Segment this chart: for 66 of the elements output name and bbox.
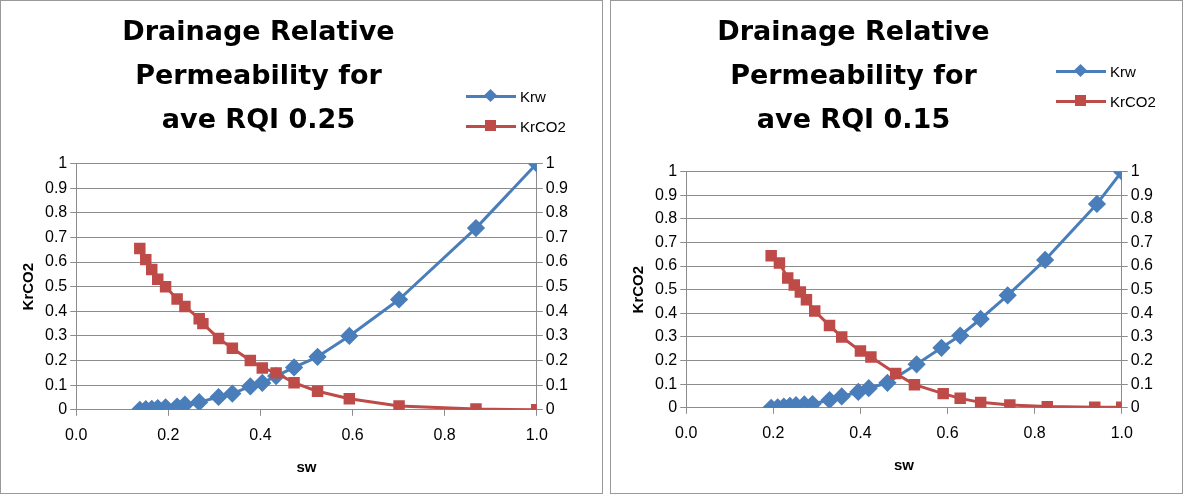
y2-tick-label: 0.9 — [1130, 185, 1154, 203]
x-tick-label: 0.4 — [849, 423, 872, 441]
x-tick-label: 0.4 — [249, 425, 272, 443]
x-axis-title: sw — [296, 458, 317, 476]
y2-tick-label: 0.8 — [545, 203, 569, 221]
y-tick-label: 0.3 — [654, 327, 678, 345]
x-tick-label: 0.0 — [65, 425, 88, 443]
y2-tick-label: 0.2 — [1130, 350, 1154, 368]
y-tick-label: 0.5 — [654, 280, 678, 298]
y-tick-label: 0.9 — [654, 185, 678, 203]
y2-tick-label: 0.7 — [545, 227, 569, 245]
y2-tick-label: 1 — [545, 154, 555, 172]
y-tick-label: 0.4 — [654, 303, 678, 321]
y-tick-label: 0.9 — [44, 178, 68, 196]
x-tick-label: 0.2 — [762, 423, 785, 441]
y2-tick-label: 0.9 — [545, 178, 569, 196]
legend-label: KrCO2 — [520, 117, 566, 135]
x-tick-label: 0.0 — [675, 423, 698, 441]
x-axis-title: sw — [893, 456, 915, 474]
y-tick-label: 0.4 — [44, 301, 68, 319]
y2-tick-label: 0.3 — [545, 326, 569, 344]
y-tick-label: 1 — [668, 162, 678, 180]
legend-label: Krw — [520, 87, 546, 105]
y2-tick-label: 0.6 — [545, 252, 569, 270]
legend-label: KrCO2 — [1110, 92, 1156, 110]
y2-tick-label: 0.5 — [545, 277, 569, 295]
y-tick-label: 0.8 — [44, 203, 68, 221]
y2-tick-label: 0.1 — [545, 375, 569, 393]
y-tick-label: 0.5 — [44, 277, 68, 295]
y2-tick-label: 0.5 — [1130, 280, 1154, 298]
y-tick-label: 0 — [668, 398, 678, 416]
y-tick-label: 0.2 — [654, 350, 678, 368]
y-tick-label: 0.1 — [44, 375, 68, 393]
y-tick-label: 1 — [58, 154, 68, 172]
y-tick-label: 0.1 — [654, 374, 678, 392]
y2-tick-label: 0.7 — [1130, 232, 1154, 250]
x-tick-label: 0.6 — [341, 425, 364, 443]
x-tick-label: 0.8 — [433, 425, 456, 443]
y2-tick-label: 0 — [1130, 398, 1140, 416]
x-tick-label: 1.0 — [1110, 423, 1133, 441]
y2-tick-label: 0.1 — [1130, 374, 1154, 392]
chart-title: Drainage Relative Permeability for ave RQI 0.15 — [716, 14, 991, 136]
x-tick-label: 0.2 — [157, 425, 180, 443]
chart-title: Drainage Relative Permeability for ave RQI 0.25 — [121, 14, 396, 136]
y-tick-label: 0.7 — [44, 227, 68, 245]
y-tick-label: 0.6 — [44, 252, 68, 270]
y2-tick-label: 0.8 — [1130, 209, 1154, 227]
legend-label: Krw — [1110, 62, 1136, 80]
y-tick-label: 0.6 — [654, 256, 678, 274]
x-tick-label: 0.6 — [936, 423, 959, 441]
y-axis-title: KrCO2 — [629, 265, 647, 314]
y-tick-label: 0.8 — [654, 209, 678, 227]
y-tick-label: 0.3 — [44, 326, 68, 344]
y2-tick-label: 0.4 — [1130, 303, 1154, 321]
y-tick-label: 0.2 — [44, 350, 68, 368]
x-tick-label: 1.0 — [525, 425, 548, 443]
y2-tick-label: 0.4 — [545, 301, 569, 319]
y2-tick-label: 1 — [1130, 162, 1140, 180]
y-axis-title: KrCO2 — [19, 262, 37, 311]
y2-tick-label: 0.2 — [545, 350, 569, 368]
x-tick-label: 0.8 — [1023, 423, 1046, 441]
y-tick-label: 0.7 — [654, 232, 678, 250]
y2-tick-label: 0.3 — [1130, 327, 1154, 345]
y-tick-label: 0 — [58, 400, 68, 418]
y2-tick-label: 0 — [545, 400, 555, 418]
y2-tick-label: 0.6 — [1130, 256, 1154, 274]
